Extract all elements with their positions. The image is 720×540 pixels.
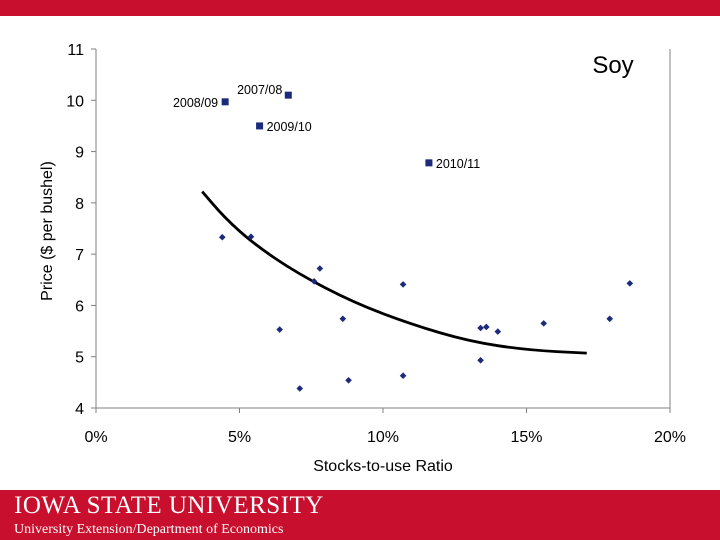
department-name: University Extension/Department of Econo…	[14, 522, 284, 537]
data-point	[477, 324, 484, 332]
data-point	[606, 315, 614, 323]
x-tick-label: 15%	[510, 429, 542, 446]
plot-area: 4 5 6 7 8 9 10 11 0% 5% 10% 15% 20% 2008/09 2007/08 200…	[66, 42, 686, 446]
data-point	[296, 385, 304, 392]
y-tick-label: 6	[75, 298, 84, 315]
trend-curve	[201, 190, 587, 355]
footer-bar: IOWA STATE UNIVERSITY University Extensi…	[0, 490, 720, 540]
data-point	[218, 233, 226, 241]
y-tick-label: 7	[75, 247, 84, 264]
data-point-label: 2008/09	[173, 96, 218, 110]
labeled-data-point	[425, 159, 433, 167]
x-tick-label: 20%	[654, 429, 686, 446]
y-tick-label: 8	[75, 196, 84, 213]
top-accent-bar	[0, 0, 720, 16]
university-logo: IOWA STATE UNIVERSITY	[14, 492, 324, 519]
x-axis-label: Stocks-to-use Ratio	[313, 458, 453, 475]
data-point	[494, 328, 502, 335]
x-tick-label: 10%	[367, 429, 399, 446]
data-point	[276, 326, 283, 333]
data-point	[399, 372, 407, 379]
data-point	[316, 265, 324, 272]
data-point	[399, 281, 407, 288]
labeled-data-point	[256, 122, 264, 130]
y-axis-label: Price ($ per bushel)	[39, 161, 56, 301]
data-point	[477, 357, 484, 364]
y-tick-label: 4	[75, 401, 84, 418]
y-tick-label: 5	[75, 350, 84, 367]
y-tick-label: 9	[75, 145, 84, 162]
data-point	[345, 377, 352, 384]
data-point	[247, 233, 255, 241]
x-tick-label: 5%	[228, 429, 251, 446]
chart-title: Soy	[592, 52, 633, 79]
y-tick-label: 11	[67, 42, 84, 59]
y-tick-label: 10	[66, 93, 84, 110]
data-point-label: 2007/08	[237, 83, 282, 97]
data-point-label: 2009/10	[267, 120, 312, 134]
x-tick-label: 0%	[84, 429, 107, 446]
labeled-data-point	[221, 98, 229, 106]
scatter-chart: 4 5 6 7 8 9 10 11 0% 5% 10% 15% 20% 2008/09 2007/08 200…	[39, 42, 686, 475]
data-point	[483, 323, 490, 331]
data-point	[310, 278, 318, 285]
labeled-data-point	[284, 91, 292, 99]
data-point	[339, 315, 347, 323]
data-point-label: 2010/11	[436, 157, 480, 171]
data-point	[540, 320, 548, 327]
data-point	[626, 280, 634, 287]
